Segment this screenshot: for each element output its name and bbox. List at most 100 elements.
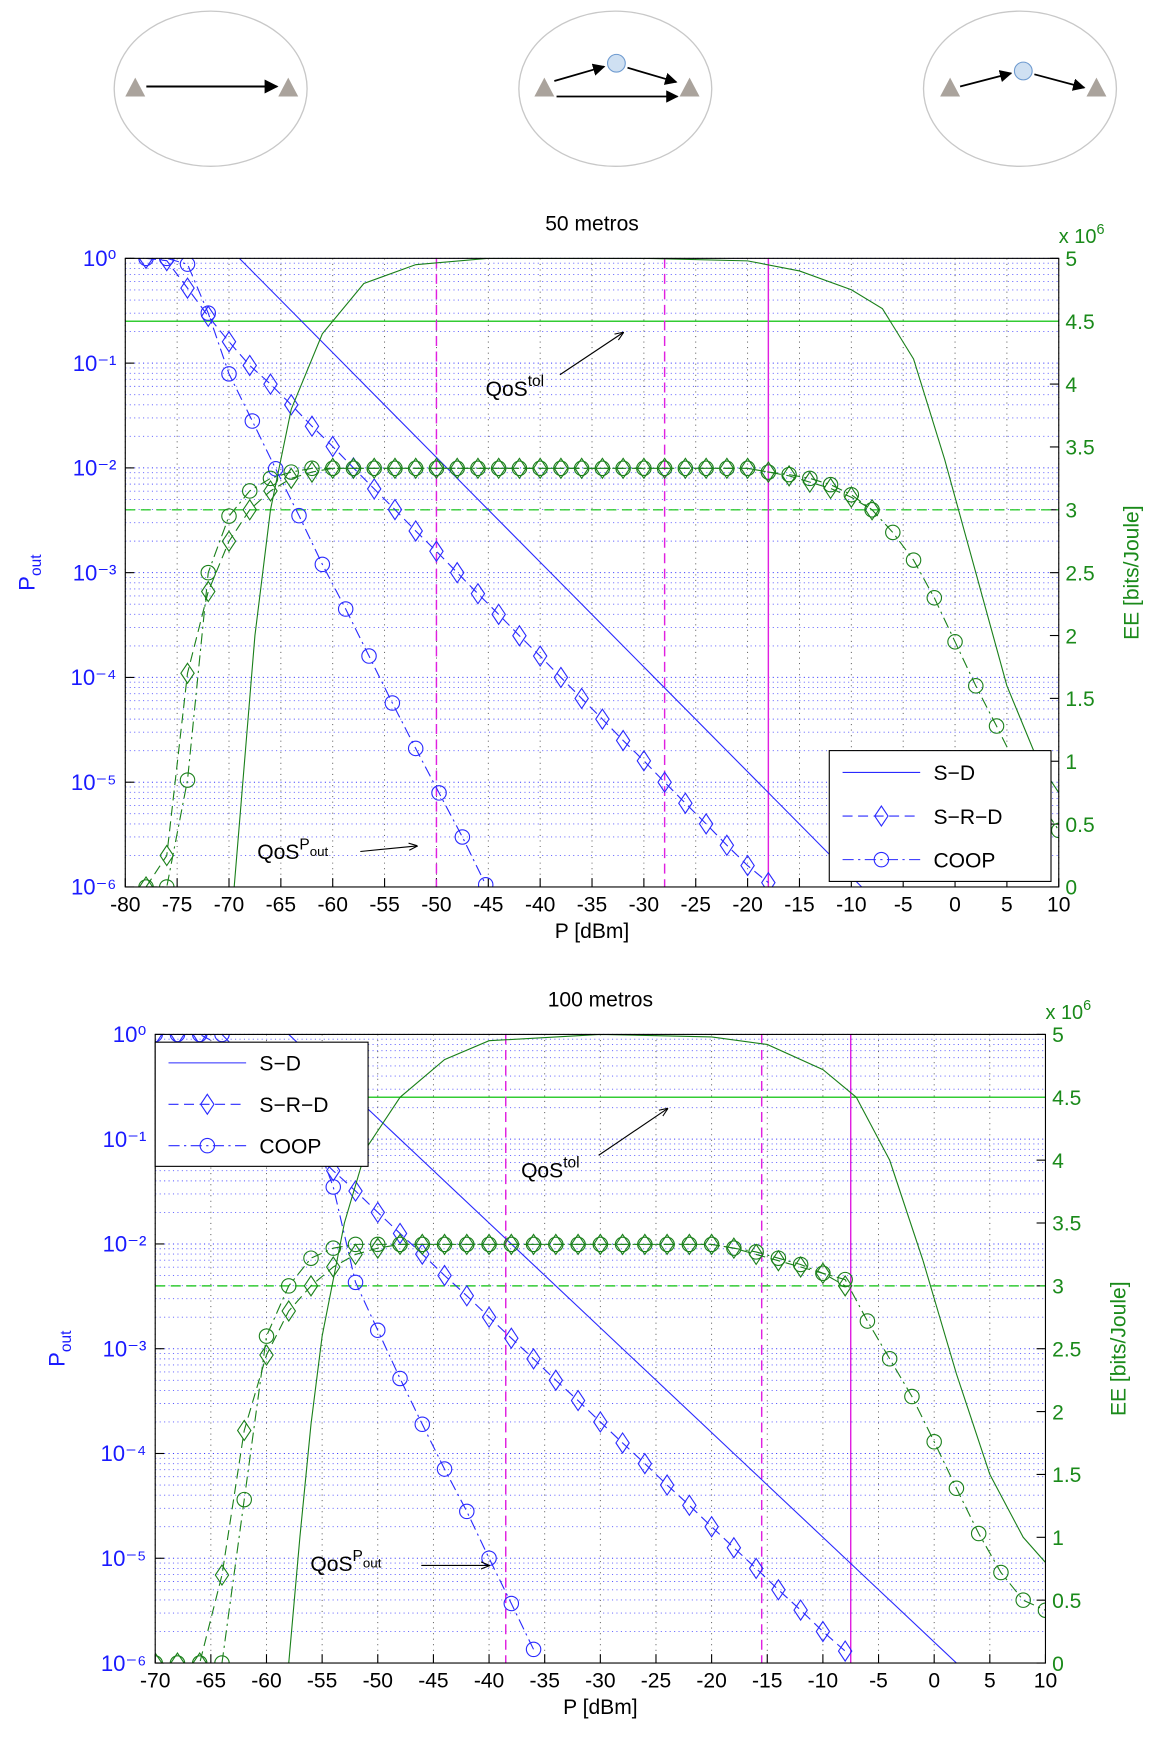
- marker-diamond: [325, 1159, 341, 1182]
- marker-circle: [885, 524, 901, 541]
- y2-tick-label: 1.5: [1065, 688, 1094, 711]
- x-tick-label: -20: [696, 1669, 726, 1692]
- marker-diamond: [414, 1243, 430, 1266]
- diagram-direct: [113, 10, 308, 168]
- marker-diamond: [512, 457, 527, 480]
- marker-circle: [324, 460, 341, 477]
- x-tick-label: -10: [808, 1669, 838, 1692]
- marker-diamond: [526, 1233, 541, 1256]
- x-tick-label: -55: [307, 1669, 337, 1692]
- marker-circle: [570, 1236, 586, 1253]
- marker-diamond: [470, 457, 486, 480]
- legend-marker: [199, 1137, 216, 1154]
- marker-diamond: [570, 1233, 586, 1256]
- y2-tick-label: 0.5: [1065, 814, 1094, 837]
- series-line: [233, 258, 1059, 887]
- annotation-text: QoS: [257, 841, 299, 864]
- marker-diamond: [242, 354, 258, 377]
- x-tick-label: -35: [577, 893, 607, 916]
- annotation-arrow: [598, 1109, 668, 1156]
- marker-diamond: [138, 258, 154, 270]
- x-tick-label: -5: [869, 1669, 888, 1692]
- y2-tick-label: 2.5: [1065, 562, 1094, 585]
- annotation-sup: tol: [563, 1154, 579, 1171]
- marker-diamond: [325, 1256, 341, 1278]
- x-tick-label: -45: [418, 1669, 448, 1692]
- marker-diamond: [837, 1274, 853, 1297]
- marker-circle: [503, 1236, 520, 1253]
- marker-diamond: [574, 457, 589, 480]
- x-tick-label: -25: [681, 893, 711, 916]
- annotation-text: QoS: [310, 1553, 352, 1576]
- marker-diamond: [570, 1389, 586, 1412]
- marker-circle: [345, 460, 362, 477]
- y2-multiplier-sup: 6: [1096, 222, 1104, 238]
- x-tick-label: -15: [752, 1669, 782, 1692]
- y-tick-label: 10⁻⁶: [71, 875, 116, 900]
- marker-circle: [303, 1250, 319, 1266]
- marker-diamond: [259, 1344, 274, 1366]
- marker-diamond: [159, 258, 175, 272]
- marker-diamond: [615, 457, 631, 480]
- legend-label: COOP: [933, 849, 995, 872]
- x-tick-label: -30: [629, 893, 659, 916]
- y2-tick-label: 2: [1065, 625, 1077, 648]
- marker-diamond: [574, 687, 589, 710]
- y-axis-label-main: P: [14, 576, 39, 591]
- marker-circle: [760, 464, 777, 480]
- y2-multiplier-main: x 10: [1059, 226, 1097, 248]
- marker-circle: [200, 305, 217, 321]
- y2-tick-label: 2.5: [1052, 1338, 1081, 1361]
- marker-diamond: [526, 1347, 541, 1370]
- marker-circle: [594, 460, 611, 477]
- legend: S−D S−R−D COOP: [154, 1041, 369, 1167]
- y-axis-label: Pout: [14, 554, 45, 591]
- annotation: QoStol: [486, 373, 545, 401]
- x-tick-label: 10: [1047, 893, 1070, 916]
- marker-circle: [361, 648, 377, 664]
- y-tick-label: 10⁻³: [73, 560, 117, 585]
- legend-label: S−D: [259, 1053, 301, 1076]
- marker-circle: [262, 470, 279, 487]
- y-axis-label: Pout: [44, 1330, 75, 1367]
- annotation: QoSPout: [310, 1548, 381, 1576]
- marker-circle: [659, 1236, 675, 1253]
- marker-circle: [414, 1236, 431, 1253]
- y2-axis-label: EE [bits/Joule]: [1121, 505, 1144, 640]
- marker-diamond: [366, 457, 382, 480]
- marker-diamond: [304, 415, 320, 438]
- marker-diamond: [408, 519, 424, 542]
- marker-circle: [431, 785, 447, 801]
- y-axis-label-sub: out: [58, 1330, 75, 1352]
- y2-tick-label: 0: [1065, 877, 1077, 900]
- marker-circle: [347, 1236, 364, 1253]
- marker-diamond: [548, 1233, 564, 1256]
- marker-diamond: [704, 1515, 719, 1538]
- marker-diamond: [180, 277, 195, 300]
- marker-circle: [532, 460, 548, 477]
- y2-multiplier: x 106: [1059, 222, 1105, 248]
- x-axis-label: P [dBm]: [555, 920, 629, 943]
- y2-multiplier-sup: 6: [1083, 998, 1091, 1014]
- marker-diamond: [637, 1233, 653, 1256]
- marker-circle: [739, 460, 756, 477]
- marker-circle: [436, 1236, 453, 1253]
- annotation: QoSPout: [257, 836, 328, 864]
- y2-tick-label: 3.5: [1065, 437, 1094, 460]
- marker-diamond: [503, 1327, 519, 1350]
- y2-tick-label: 2: [1052, 1401, 1064, 1424]
- marker-circle: [477, 876, 494, 887]
- marker-diamond: [214, 1564, 230, 1586]
- marker-circle: [792, 1256, 809, 1273]
- marker-diamond: [748, 1243, 764, 1266]
- y-tick-label: 10⁻²: [103, 1232, 147, 1257]
- marker-diamond: [704, 1233, 719, 1256]
- marker-diamond: [449, 561, 465, 584]
- chart-title: 100 metros: [548, 989, 653, 1012]
- marker-circle: [470, 460, 486, 477]
- series-line: [288, 1034, 957, 1664]
- x-tick-label: -50: [421, 893, 451, 916]
- annotation-arrow: [559, 333, 623, 376]
